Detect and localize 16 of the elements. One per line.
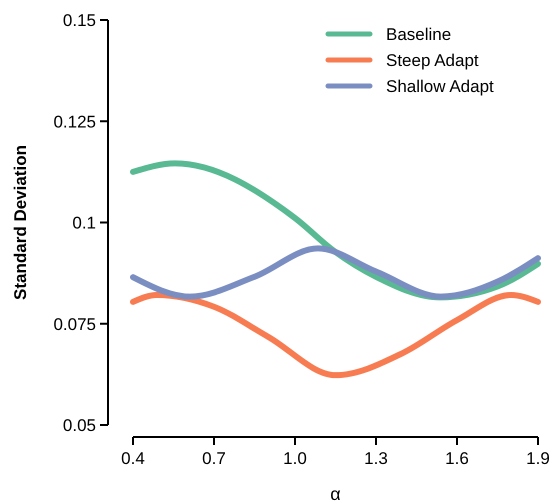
y-tick-label: 0.15 [62, 11, 96, 30]
legend-label: Shallow Adapt [386, 77, 494, 96]
x-axis-title: α [330, 484, 341, 504]
y-tick-label: 0.075 [53, 314, 96, 334]
y-axis-title: Standard Deviation [11, 145, 30, 300]
x-tick-label: 0.4 [121, 449, 145, 468]
x-tick-label: 1.6 [445, 449, 469, 468]
x-tick-label: 1.0 [283, 449, 307, 468]
x-tick-label: 1.9 [526, 449, 550, 468]
y-tick-label: 0.1 [72, 214, 96, 232]
y-tick-label: 0.05 [62, 416, 96, 435]
y-tick-label: 0.125 [53, 112, 96, 132]
x-tick-label: 0.7 [202, 449, 226, 468]
legend-label: Baseline [386, 25, 452, 44]
legend-label: Steep Adapt [386, 51, 479, 70]
x-tick-label: 1.3 [364, 449, 388, 468]
